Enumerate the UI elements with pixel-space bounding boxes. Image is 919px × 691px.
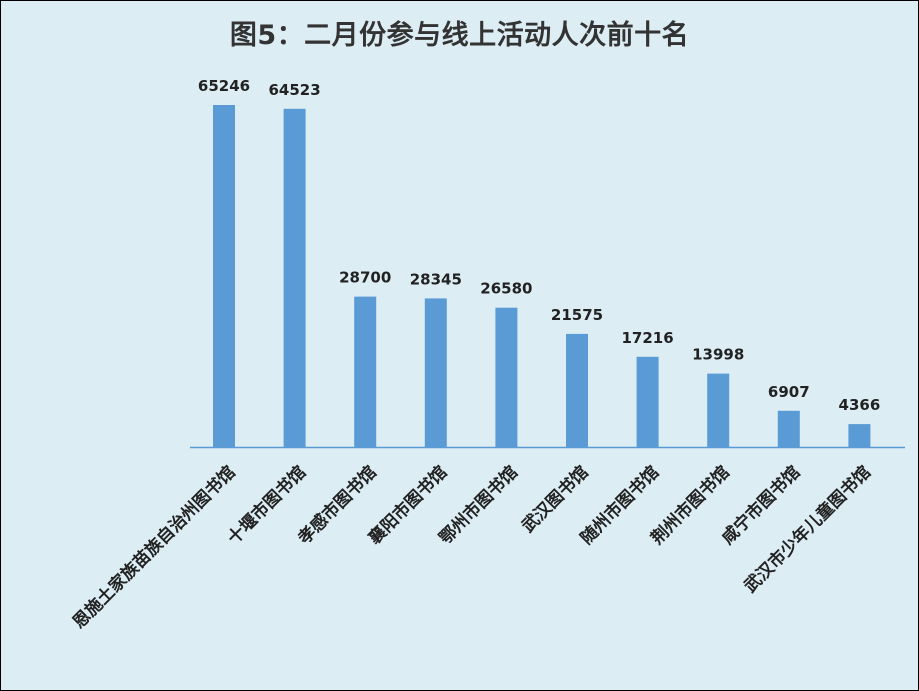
data-label-6: 21575 [551, 306, 603, 324]
bar-2 [283, 108, 306, 448]
data-label-2: 64523 [269, 81, 321, 99]
bar-10 [848, 424, 871, 447]
data-label-5: 26580 [480, 280, 532, 298]
category-label-6: 武汉图书馆 [518, 462, 593, 537]
bar-6 [566, 333, 588, 447]
data-label-9: 6907 [768, 383, 810, 401]
chart-title: 图5：二月份参与线上活动人次前十名 [229, 20, 690, 51]
category-label-1: 恩施土家族苗族自治州图书馆 [68, 462, 239, 633]
data-label-7: 17216 [622, 329, 674, 347]
data-label-4: 28345 [410, 270, 462, 288]
bar-7 [636, 356, 659, 447]
category-label-10: 武汉市少年儿童图书馆 [740, 462, 875, 597]
bar-4 [424, 298, 447, 447]
bar-9 [777, 410, 800, 447]
data-label-8: 13998 [692, 346, 744, 364]
data-label-1: 65246 [198, 77, 250, 95]
bar-1 [213, 105, 235, 447]
data-label-10: 4366 [839, 396, 881, 414]
data-label-3: 28700 [339, 269, 391, 287]
bar-5 [495, 307, 518, 447]
bar-3 [354, 296, 377, 447]
bar-8 [707, 373, 730, 447]
